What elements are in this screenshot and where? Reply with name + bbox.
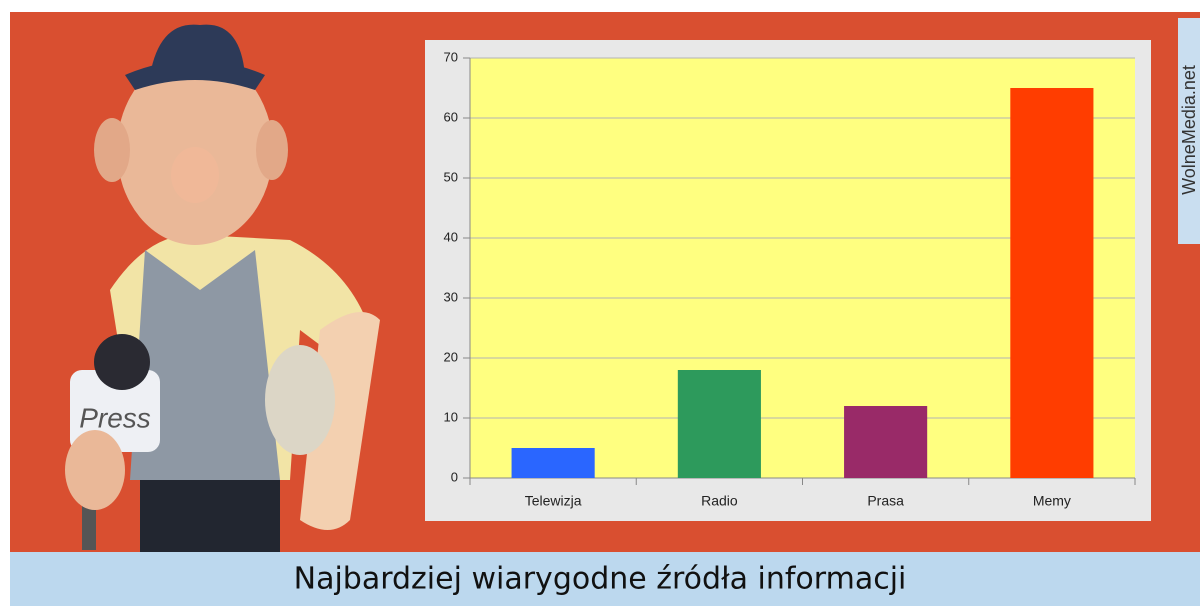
newspaper (265, 345, 335, 455)
y-tick-label: 0 (451, 469, 458, 484)
bar (512, 448, 595, 478)
ear (256, 120, 288, 180)
trousers (140, 470, 280, 552)
bar (844, 406, 927, 478)
bar (1010, 88, 1093, 478)
mic-head (94, 334, 150, 390)
y-tick-label: 60 (444, 109, 458, 124)
y-tick-label: 40 (444, 229, 458, 244)
y-tick-label: 50 (444, 169, 458, 184)
watermark: WolneMedia.net (1179, 65, 1199, 195)
page: {"chart_data": {"type": "bar", "title": … (0, 0, 1200, 606)
x-tick-label: Memy (1033, 493, 1071, 509)
x-tick-label: Prasa (867, 493, 904, 509)
y-tick-label: 70 (444, 49, 458, 64)
y-tick-label: 20 (444, 349, 458, 364)
chart-title: Najbardziej wiarygodne źródła informacji (294, 562, 907, 597)
nose (171, 147, 219, 203)
mic-label: Press (79, 402, 151, 433)
chart: Press WolneMedia.net 0 10 20 30 40 50 60 70 Tele… (0, 0, 1200, 606)
y-tick-label: 30 (444, 289, 458, 304)
ear (94, 118, 130, 182)
hand (65, 430, 125, 510)
bar (678, 370, 761, 478)
x-tick-label: Telewizja (525, 493, 582, 509)
x-tick-label: Radio (701, 493, 738, 509)
y-tick-label: 10 (444, 409, 458, 424)
